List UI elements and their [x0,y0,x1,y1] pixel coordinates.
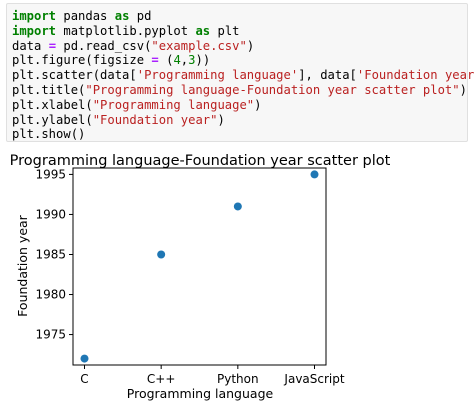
data-points [80,170,319,363]
code-token: as [114,9,130,23]
code-token: import [12,9,57,23]
code-token: ) [254,97,262,112]
code-token: "Programming language-Foundation year sc… [85,82,460,97]
code-token: , [180,53,189,68]
code-token: "Programming language" [92,97,255,112]
code-token: 'Foundation year' [356,68,474,83]
code-token: ( [158,53,174,68]
code-token: pd.read_csv( [56,38,152,53]
code-token: 'Programming language' [136,68,299,83]
y-tick-label: 1990 [35,207,66,221]
code-token: as [195,23,211,38]
y-tick-label: 1985 [35,247,66,261]
code-line: plt.title("Programming language-Foundati… [12,83,467,97]
x-tick-label: JavaScript [283,372,344,386]
code-token: plt.show() [12,127,86,142]
code-token: 4 [173,53,181,68]
y-tick-label: 1975 [35,328,66,342]
code-cell[interactable]: import pandas as pd import matplotlib.py… [6,3,474,142]
code-token: 3 [188,53,196,68]
code-token: "example.csv" [151,38,247,53]
code-token: ], data[ [298,68,357,83]
code-token: = [48,38,57,53]
x-axis-ticks: C C++ Python JavaScript [80,365,345,386]
code-token: plt.xlabel( [12,97,93,112]
code-line: import pandas as pd [12,9,151,23]
code-token: matplotlib.pyplot [56,23,196,38]
plot-output: Programming language-Foundation year sca… [0,142,474,405]
y-axis-label: Foundation year [15,214,30,316]
x-tick-label: C++ [147,372,176,386]
code-token: plt.scatter(data[ [12,68,137,83]
code-token: ) [246,38,255,53]
code-token: import [12,23,57,38]
y-tick-label: 1980 [35,288,66,302]
code-line: plt.ylabel("Foundation year") [12,113,225,127]
x-axis-label: Programming language [127,386,274,401]
scatter-point [157,250,166,259]
scatter-point [80,354,89,363]
code-token: "Foundation year" [92,112,218,127]
code-token: plt.ylabel( [12,112,93,127]
plot-frame [72,167,327,366]
code-token: ) [217,112,225,127]
code-block[interactable]: import pandas as pd import matplotlib.py… [12,9,474,142]
y-tick-label: 1995 [35,167,66,181]
code-line: plt.xlabel("Programming language") [12,98,262,112]
code-line: plt.show() [12,127,85,141]
scatter-point [233,202,242,211]
code-line: data = pd.read_csv("example.csv") [12,39,254,53]
scatter-point [310,170,319,179]
code-token: plt.title( [12,82,86,97]
code-token: = [151,53,159,68]
code-line: import matplotlib.pyplot as plt [12,24,240,38]
code-token: pandas [56,9,115,23]
code-token: plt.figure(figsize [12,53,152,68]
code-token: pd [129,9,152,23]
code-token: ) [459,82,467,97]
code-token: data [12,38,49,53]
x-tick-label: C [80,372,88,386]
code-line: plt.figure(figsize = (4,3)) [12,53,210,67]
x-tick-label: Python [217,372,259,386]
scatter-chart: Programming language-Foundation year sca… [10,153,391,401]
chart-title: Programming language-Foundation year sca… [10,153,391,169]
code-line: plt.scatter(data['Programming language']… [12,68,474,82]
y-axis-ticks: 1975 1980 1985 1990 1995 [35,167,73,342]
code-token: plt [210,23,240,38]
code-token: )) [195,53,211,68]
